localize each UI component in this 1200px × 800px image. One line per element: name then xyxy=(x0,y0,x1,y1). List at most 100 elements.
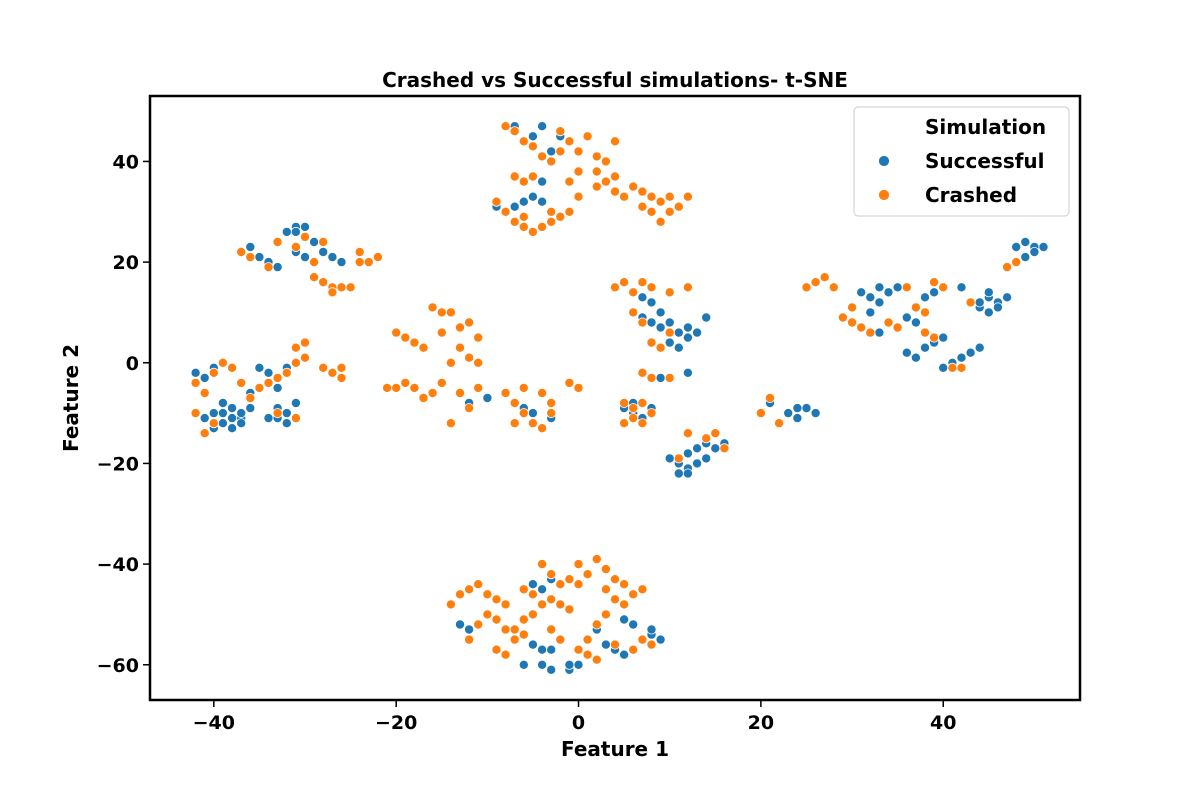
data-point-successful xyxy=(974,297,985,308)
data-point-crashed xyxy=(518,136,529,147)
data-point-successful xyxy=(628,619,639,630)
data-point-crashed xyxy=(646,639,657,650)
axis-ticks: −40 −20 0 20 40 −60 −40 −20 0 20 40 xyxy=(97,151,957,734)
data-point-crashed xyxy=(673,453,684,464)
data-point-crashed xyxy=(473,619,484,630)
data-point-crashed xyxy=(564,574,575,585)
data-point-successful xyxy=(801,403,812,414)
data-point-crashed xyxy=(245,252,256,263)
data-point-crashed xyxy=(573,644,584,655)
data-point-crashed xyxy=(637,418,648,429)
data-point-crashed xyxy=(591,151,602,162)
data-point-successful xyxy=(664,453,675,464)
data-point-crashed xyxy=(710,428,721,439)
data-point-successful xyxy=(1020,252,1031,263)
data-point-crashed xyxy=(938,282,949,293)
data-point-crashed xyxy=(263,262,274,273)
data-point-successful xyxy=(217,418,228,429)
data-point-successful xyxy=(527,191,538,202)
data-point-crashed xyxy=(610,594,621,605)
y-tick-label: −20 xyxy=(97,453,139,475)
data-point-crashed xyxy=(327,367,338,378)
data-point-successful xyxy=(199,372,210,383)
data-point-successful xyxy=(692,443,703,454)
data-point-successful xyxy=(537,176,548,187)
data-point-crashed xyxy=(610,186,621,197)
data-point-crashed xyxy=(345,282,356,293)
data-point-crashed xyxy=(391,382,402,393)
data-point-successful xyxy=(199,413,210,424)
data-point-crashed xyxy=(336,362,347,373)
data-point-crashed xyxy=(427,302,438,313)
data-point-crashed xyxy=(901,282,912,293)
data-point-successful xyxy=(208,408,219,419)
data-point-successful xyxy=(527,579,538,590)
data-point-successful xyxy=(1011,241,1022,252)
data-point-crashed xyxy=(892,322,903,333)
data-point-crashed xyxy=(646,337,657,348)
data-point-successful xyxy=(336,257,347,268)
data-point-crashed xyxy=(555,126,566,137)
data-point-crashed xyxy=(409,382,420,393)
data-point-crashed xyxy=(227,362,238,373)
data-point-crashed xyxy=(336,372,347,383)
data-point-successful xyxy=(509,201,520,212)
data-point-successful xyxy=(792,413,803,424)
data-point-crashed xyxy=(628,413,639,424)
legend-title: Simulation xyxy=(925,115,1046,139)
y-tick-label: −60 xyxy=(97,655,139,677)
data-point-crashed xyxy=(299,337,310,348)
data-point-crashed xyxy=(454,387,465,398)
data-point-crashed xyxy=(564,377,575,388)
data-point-successful xyxy=(710,443,721,454)
data-point-crashed xyxy=(682,428,693,439)
data-point-crashed xyxy=(336,282,347,293)
data-point-crashed xyxy=(555,146,566,157)
data-point-crashed xyxy=(610,282,621,293)
data-point-crashed xyxy=(646,282,657,293)
data-point-successful xyxy=(464,624,475,635)
data-point-crashed xyxy=(765,392,776,403)
data-point-crashed xyxy=(309,272,320,283)
data-point-successful xyxy=(692,458,703,469)
data-point-crashed xyxy=(546,624,557,635)
data-point-crashed xyxy=(546,216,557,227)
data-point-crashed xyxy=(491,594,502,605)
data-point-crashed xyxy=(537,559,548,570)
data-point-crashed xyxy=(500,387,511,398)
data-point-crashed xyxy=(500,206,511,217)
data-point-crashed xyxy=(646,206,657,217)
data-point-crashed xyxy=(600,584,611,595)
x-tick-label: −20 xyxy=(375,712,417,734)
data-point-crashed xyxy=(208,367,219,378)
data-point-crashed xyxy=(518,211,529,222)
axes-frame xyxy=(148,94,1082,702)
data-point-crashed xyxy=(646,408,657,419)
data-point-successful xyxy=(263,367,274,378)
data-point-crashed xyxy=(664,191,675,202)
data-point-crashed xyxy=(445,307,456,318)
legend-box xyxy=(853,106,1070,217)
data-point-successful xyxy=(527,639,538,650)
data-point-crashed xyxy=(965,297,976,308)
data-point-successful xyxy=(318,246,329,257)
data-point-successful xyxy=(682,322,693,333)
data-point-successful xyxy=(290,397,301,408)
data-point-crashed xyxy=(436,327,447,338)
data-point-crashed xyxy=(600,609,611,620)
data-point-crashed xyxy=(354,246,365,257)
y-tick-label: 40 xyxy=(113,151,139,173)
data-point-crashed xyxy=(464,634,475,645)
data-point-crashed xyxy=(947,362,958,373)
data-point-crashed xyxy=(272,372,283,383)
data-point-crashed xyxy=(236,377,247,388)
data-point-crashed xyxy=(445,418,456,429)
data-point-successful xyxy=(263,413,274,424)
data-point-crashed xyxy=(573,579,584,590)
data-point-successful xyxy=(983,287,994,298)
data-point-crashed xyxy=(920,327,931,338)
legend-marker-crashed xyxy=(878,189,890,201)
data-point-successful xyxy=(309,236,320,247)
data-point-crashed xyxy=(382,382,393,393)
data-point-crashed xyxy=(664,327,675,338)
